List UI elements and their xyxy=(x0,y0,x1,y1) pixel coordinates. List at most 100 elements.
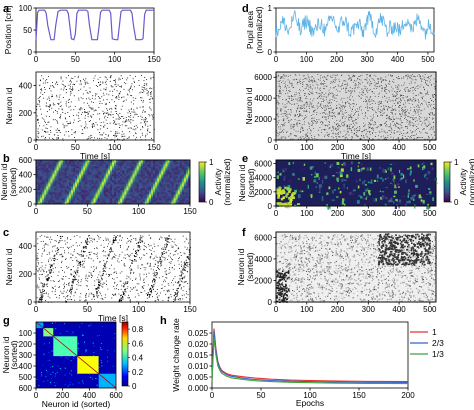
heatmap-cell xyxy=(97,202,100,205)
spike-dot xyxy=(83,263,85,265)
heatmap-cell xyxy=(97,188,100,191)
heatmap-cell xyxy=(50,160,53,163)
heatmap-cell xyxy=(167,164,170,167)
heatmap-cell xyxy=(68,192,72,195)
spike-dot xyxy=(66,121,68,123)
spike-dot xyxy=(308,104,310,106)
spike-dot xyxy=(91,241,93,243)
heatmap-cell xyxy=(77,174,80,177)
spike-dot xyxy=(37,135,39,137)
heatmap-cell xyxy=(169,200,172,203)
spike-dot xyxy=(296,103,298,105)
spike-dot xyxy=(68,266,70,268)
heatmap-cell xyxy=(120,194,123,197)
spike-dot xyxy=(44,120,45,122)
spike-dot xyxy=(285,86,286,87)
spike-dot xyxy=(156,257,158,258)
heatmap-cell xyxy=(155,174,158,177)
spike-dot xyxy=(170,238,172,240)
spike-dot xyxy=(42,269,44,271)
heatmap-cell xyxy=(44,174,47,177)
spike-dot xyxy=(426,84,428,85)
spike-dot xyxy=(102,297,103,299)
heatmap-cell xyxy=(81,180,84,183)
spike-dot xyxy=(110,130,112,132)
spike-dot xyxy=(100,293,101,295)
spike-dot xyxy=(320,94,322,96)
heatmap-cell xyxy=(48,174,51,177)
spike-dot xyxy=(54,291,56,292)
spike-dot xyxy=(397,118,399,119)
spike-dot xyxy=(98,280,100,282)
spike-dot xyxy=(298,92,300,94)
heatmap-cell xyxy=(93,160,96,163)
heatmap-cell xyxy=(54,180,57,183)
spike-dot xyxy=(115,237,117,239)
spike-dot xyxy=(70,239,72,240)
spike-dot xyxy=(356,132,358,133)
spike-dot xyxy=(384,137,386,139)
spike-dot xyxy=(79,80,81,81)
spike-dot xyxy=(109,114,111,116)
spike-dot xyxy=(428,102,429,103)
spike-dot xyxy=(401,94,402,96)
spike-dot xyxy=(306,84,307,85)
spike-dot xyxy=(405,106,406,108)
heatmap-cell xyxy=(111,202,115,205)
spike-dot xyxy=(384,79,386,81)
spike-dot xyxy=(306,104,308,106)
heatmap-cell xyxy=(75,182,78,185)
spike-dot xyxy=(352,126,354,128)
heatmap-cell xyxy=(60,192,63,195)
spike-dot xyxy=(129,91,131,93)
spike-dot xyxy=(96,291,98,292)
spike-dot xyxy=(165,238,167,239)
y-tick-label: 0 xyxy=(28,298,33,307)
x-tick-label: 100 xyxy=(300,143,314,152)
heatmap-cell xyxy=(50,164,53,167)
spike-dot xyxy=(381,77,383,79)
spike-dot xyxy=(167,241,169,243)
spike-dot xyxy=(317,134,319,135)
heatmap-cell xyxy=(134,166,137,169)
spike-dot xyxy=(175,292,177,294)
spike-dot xyxy=(102,81,104,83)
heatmap-cell xyxy=(103,166,107,169)
spike-dot xyxy=(66,105,67,107)
heatmap-cell xyxy=(66,168,70,171)
spike-dot xyxy=(427,105,429,107)
spike-dot xyxy=(153,107,155,109)
spike-dot xyxy=(335,116,336,118)
heatmap-cell xyxy=(116,198,119,201)
spike-dot xyxy=(41,282,43,284)
spike-dot xyxy=(73,122,75,124)
spike-dot xyxy=(128,294,129,296)
spike-dot xyxy=(45,131,47,133)
spike-dot xyxy=(320,98,322,99)
heatmap-cell xyxy=(60,176,63,179)
heatmap-cell xyxy=(159,172,162,175)
heatmap-cell xyxy=(68,160,72,163)
spike-dot xyxy=(114,282,115,284)
heatmap-cell xyxy=(187,200,191,203)
heatmap-cell xyxy=(111,176,115,179)
spike-dot xyxy=(178,258,180,259)
spike-dot xyxy=(127,297,129,299)
heatmap-cell xyxy=(132,184,135,187)
spike-dot xyxy=(60,290,62,292)
spike-dot xyxy=(58,104,60,105)
spike-dot xyxy=(417,127,419,129)
spike-dot xyxy=(37,119,38,121)
spike-dot xyxy=(115,79,116,81)
heatmap-cell xyxy=(179,172,183,175)
spike-dot xyxy=(182,277,184,279)
spike-dot xyxy=(361,135,362,137)
spike-dot xyxy=(347,138,349,140)
spike-dot xyxy=(309,81,310,83)
spike-dot xyxy=(103,126,105,127)
heatmap-cell xyxy=(150,200,154,203)
spike-dot xyxy=(90,273,92,275)
spike-dot xyxy=(140,97,142,99)
spike-dot xyxy=(427,132,428,134)
heatmap-cell xyxy=(99,172,102,175)
